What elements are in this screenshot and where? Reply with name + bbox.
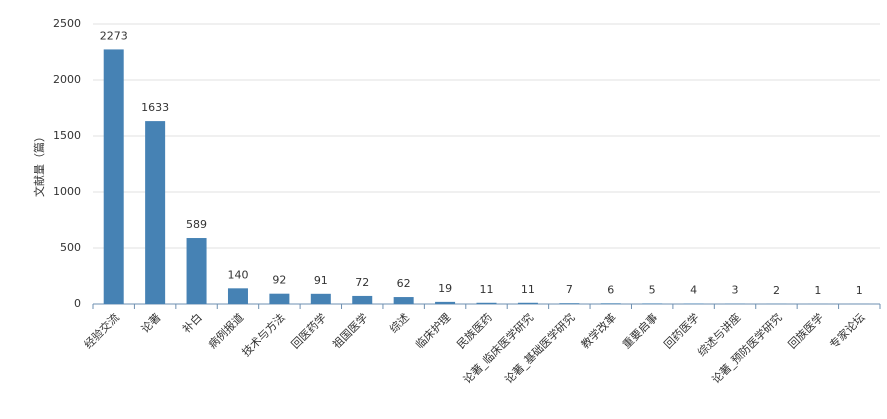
y-tick-label: 2500 <box>53 17 81 30</box>
x-tick-label: 论著_临床医学研究 <box>460 310 536 386</box>
x-tick-label: 临床护理 <box>412 310 453 351</box>
x-tick-label: 祖国医学 <box>329 310 370 351</box>
data-label: 589 <box>186 218 207 231</box>
bar <box>310 293 331 304</box>
bar <box>435 301 456 304</box>
bar <box>517 302 538 304</box>
x-tick-label: 论著_基础医学研究 <box>502 310 578 386</box>
data-label: 1 <box>814 284 821 297</box>
data-label: 3 <box>732 284 739 297</box>
y-tick-label: 1500 <box>53 129 81 142</box>
x-tick-label: 补白 <box>179 310 204 335</box>
bar <box>559 303 580 304</box>
bar <box>186 238 207 304</box>
x-tick-label: 论著_预防医学研究 <box>709 310 785 386</box>
y-tick-label: 500 <box>60 241 81 254</box>
data-label: 6 <box>607 283 614 296</box>
data-label: 1 <box>856 284 863 297</box>
data-label: 72 <box>355 276 369 289</box>
data-label: 11 <box>521 283 535 296</box>
x-tick-label: 技术与方法 <box>239 310 288 359</box>
x-tick-label: 综述 <box>386 310 411 335</box>
y-tick-label: 1000 <box>53 185 81 198</box>
data-label: 2273 <box>100 29 128 42</box>
data-label: 5 <box>649 283 656 296</box>
x-tick-label: 病例报道 <box>205 310 246 351</box>
x-tick-label: 民族医药 <box>454 310 495 351</box>
x-tick-label: 回药医学 <box>661 310 702 351</box>
bar <box>227 288 248 304</box>
bar <box>393 297 414 304</box>
x-tick-label: 专家论坛 <box>827 310 868 351</box>
y-tick-label: 0 <box>74 297 81 310</box>
bar <box>476 302 497 304</box>
data-label: 140 <box>227 268 248 281</box>
y-tick-label: 2000 <box>53 73 81 86</box>
data-label: 2 <box>773 284 780 297</box>
data-label: 92 <box>272 274 286 287</box>
bar <box>269 293 290 304</box>
data-label: 19 <box>438 282 452 295</box>
x-tick-label: 回族医学 <box>785 310 826 351</box>
x-tick-label: 经验交流 <box>81 310 122 351</box>
data-label: 1633 <box>141 101 169 114</box>
bar <box>103 49 124 305</box>
x-tick-label: 教学改革 <box>578 310 619 351</box>
x-tick-label: 回医药学 <box>288 310 329 351</box>
bar <box>145 121 166 304</box>
data-label: 62 <box>397 277 411 290</box>
x-tick-label: 重要启事 <box>619 310 660 351</box>
bar <box>352 295 373 304</box>
bar <box>600 303 621 304</box>
bar <box>642 303 663 304</box>
data-label: 91 <box>314 274 328 287</box>
data-label: 7 <box>566 283 573 296</box>
data-label: 11 <box>480 283 494 296</box>
data-label: 4 <box>690 284 697 297</box>
y-axis-label: 文献量（篇） <box>32 131 46 197</box>
x-tick-label: 论著 <box>138 310 163 335</box>
